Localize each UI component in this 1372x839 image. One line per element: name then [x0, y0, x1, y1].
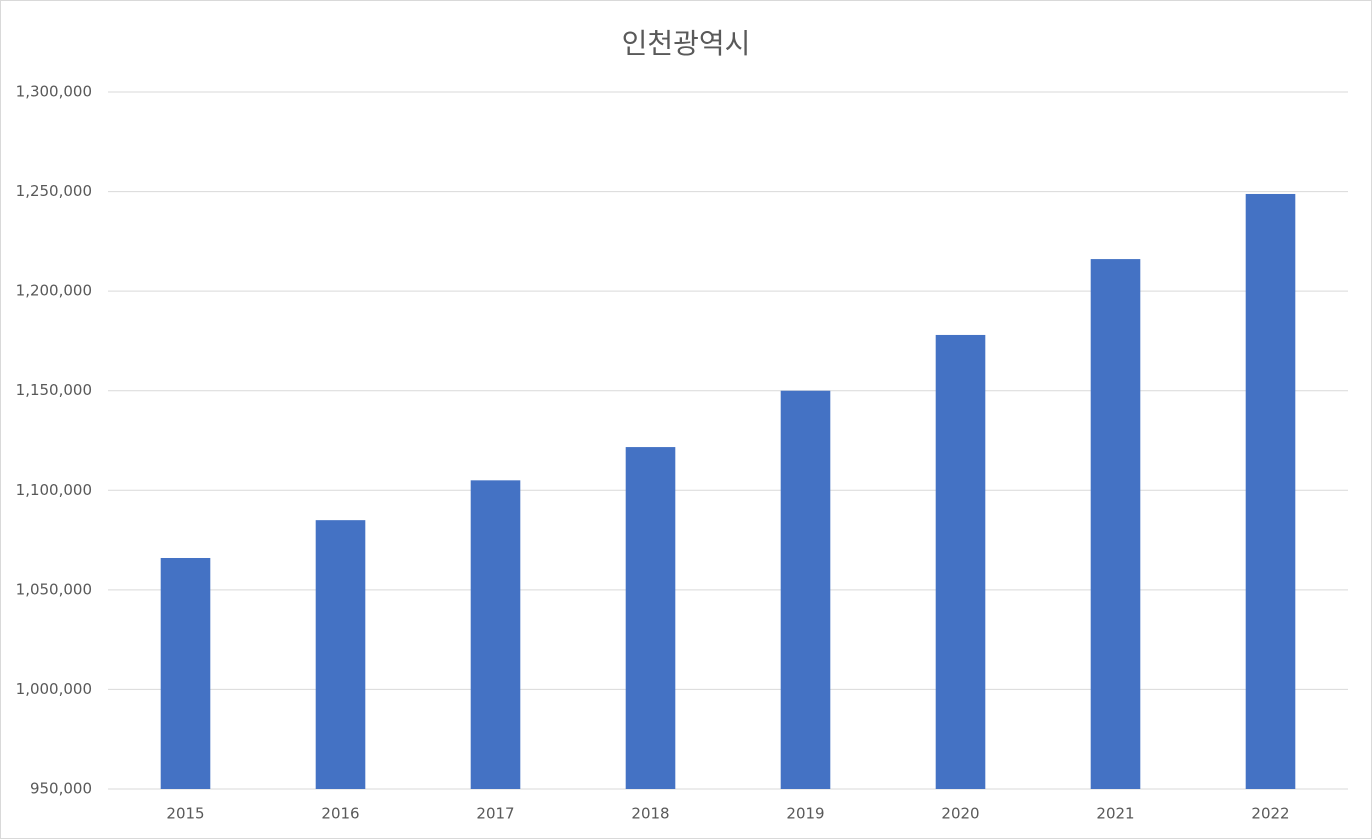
- y-tick-label: 1,250,000: [16, 182, 92, 200]
- y-tick-label: 1,200,000: [16, 282, 92, 300]
- x-tick-label: 2015: [166, 805, 204, 823]
- x-tick-label: 2018: [631, 805, 669, 823]
- y-tick-label: 1,050,000: [16, 580, 92, 598]
- x-tick-label: 2019: [786, 805, 824, 823]
- bar: [625, 447, 676, 789]
- y-tick-label: 1,150,000: [16, 381, 92, 399]
- bar: [1245, 193, 1296, 790]
- y-tick-label: 1,000,000: [16, 680, 92, 698]
- y-tick-label: 950,000: [30, 780, 92, 798]
- y-tick-label: 1,300,000: [16, 83, 92, 101]
- bar: [470, 480, 521, 789]
- chart-title: 인천광역시: [622, 27, 751, 60]
- bar: [780, 390, 831, 789]
- bar: [1090, 259, 1141, 789]
- y-tick-label: 1,100,000: [16, 481, 92, 499]
- x-tick-label: 2017: [476, 805, 514, 823]
- bar: [315, 520, 366, 789]
- x-tick-label: 2021: [1096, 805, 1134, 823]
- bar: [935, 334, 986, 789]
- bar: [160, 557, 211, 789]
- x-tick-label: 2016: [321, 805, 359, 823]
- x-tick-label: 2022: [1251, 805, 1289, 823]
- x-tick-label: 2020: [941, 805, 979, 823]
